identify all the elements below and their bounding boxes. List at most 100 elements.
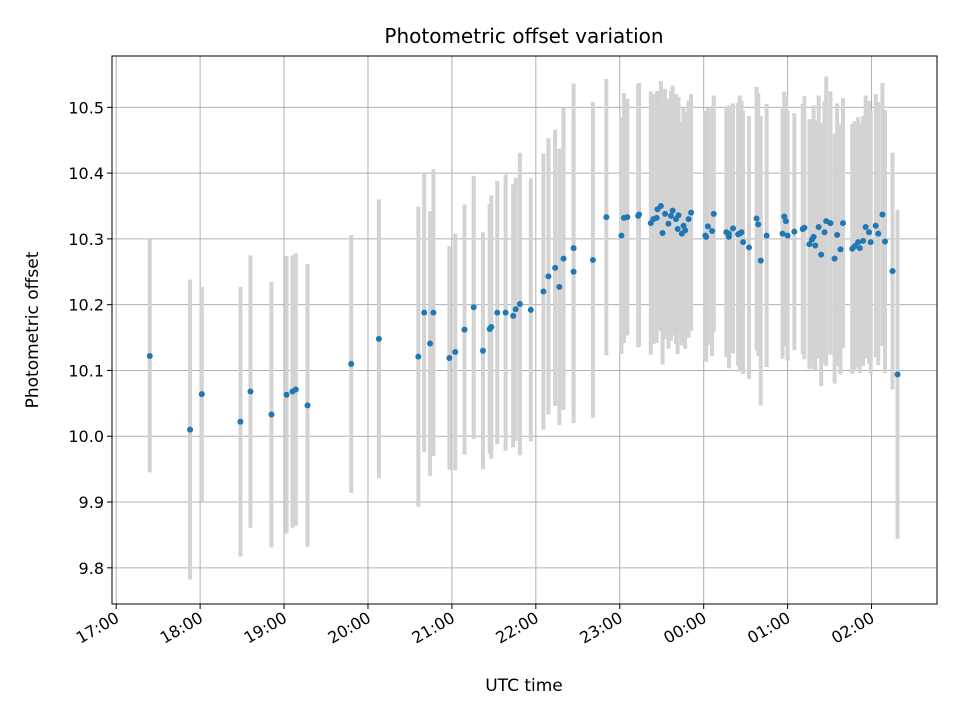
data-point — [680, 222, 687, 229]
y-tick-label: 10.4 — [68, 164, 104, 183]
data-point — [556, 283, 563, 290]
data-point — [827, 220, 834, 227]
data-point — [560, 255, 567, 262]
data-point — [589, 256, 596, 263]
data-point — [784, 232, 791, 239]
data-point — [688, 209, 695, 216]
data-point — [552, 264, 559, 271]
data-point — [894, 371, 901, 378]
data-point — [806, 241, 813, 248]
data-point — [856, 245, 863, 252]
data-point — [570, 245, 577, 252]
y-tick-label: 9.9 — [79, 493, 104, 512]
data-point — [725, 230, 732, 237]
data-point — [875, 230, 882, 237]
data-point — [753, 215, 760, 222]
data-point — [268, 411, 275, 418]
data-point — [812, 242, 819, 249]
data-point — [730, 225, 737, 232]
data-point — [427, 340, 434, 347]
data-point — [831, 255, 838, 262]
y-tick-label: 10.1 — [68, 361, 104, 380]
y-axis: 9.8 9.9 10.0 10.1 10.2 10.3 10.4 10.5 — [68, 98, 112, 578]
data-point — [540, 288, 547, 295]
data-point — [653, 214, 660, 221]
data-point — [779, 230, 786, 237]
data-point — [665, 220, 672, 227]
data-point — [430, 309, 437, 316]
data-point — [703, 233, 710, 240]
y-axis-title: Photometric offset — [23, 251, 43, 408]
data-point — [821, 229, 828, 236]
data-point — [674, 226, 681, 233]
data-point — [855, 239, 862, 246]
data-point — [283, 391, 290, 398]
data-point — [348, 360, 355, 367]
data-point — [685, 216, 692, 223]
data-point — [516, 301, 523, 308]
y-tick-label: 10.3 — [68, 230, 104, 249]
data-point — [757, 257, 764, 264]
x-axis-title: UTC time — [485, 676, 563, 696]
data-point — [479, 347, 486, 354]
data-point — [837, 246, 844, 253]
data-point — [304, 402, 311, 409]
data-point — [746, 244, 753, 251]
data-point — [187, 426, 194, 433]
data-point — [889, 268, 896, 275]
data-point — [247, 388, 254, 395]
plot-frame — [111, 55, 938, 605]
data-point — [603, 214, 610, 221]
data-point — [461, 326, 468, 333]
data-point — [292, 386, 299, 393]
data-point — [375, 335, 382, 342]
data-point — [834, 231, 841, 238]
data-point — [237, 418, 244, 425]
data-point — [662, 210, 669, 217]
data-point — [815, 224, 822, 231]
data-point — [710, 210, 717, 217]
data-point — [818, 251, 825, 258]
data-point — [494, 309, 501, 316]
data-point — [146, 352, 153, 359]
y-tick-label: 9.8 — [79, 559, 104, 578]
data-point — [669, 207, 676, 214]
data-point — [667, 212, 674, 219]
data-point — [624, 214, 631, 221]
data-point — [488, 324, 495, 331]
data-point — [740, 239, 747, 246]
data-point — [415, 353, 422, 360]
data-point — [618, 232, 625, 239]
data-point — [881, 238, 888, 245]
data-point — [755, 221, 762, 228]
data-point — [502, 309, 509, 316]
data-point — [872, 222, 879, 229]
y-tick-label: 10.0 — [68, 427, 104, 446]
data-point — [198, 391, 205, 398]
data-point — [675, 212, 682, 219]
data-point — [738, 229, 745, 236]
data-points — [146, 202, 901, 433]
data-point — [470, 304, 477, 311]
data-point — [657, 202, 664, 209]
data-point — [636, 211, 643, 218]
data-point — [867, 239, 874, 246]
data-point — [570, 268, 577, 275]
data-point — [545, 273, 552, 280]
data-point — [709, 227, 716, 234]
data-point — [510, 312, 517, 319]
data-point — [851, 243, 858, 250]
data-point — [704, 223, 711, 230]
data-point — [866, 229, 873, 236]
data-point — [452, 349, 459, 356]
data-point — [840, 220, 847, 227]
data-point — [682, 227, 689, 234]
data-point — [527, 306, 534, 313]
y-tick-label: 10.2 — [68, 296, 104, 315]
data-point — [810, 233, 817, 240]
data-point — [781, 213, 788, 220]
chart-title: Photometric offset variation — [384, 24, 663, 48]
data-point — [862, 224, 869, 231]
data-point — [791, 228, 798, 235]
